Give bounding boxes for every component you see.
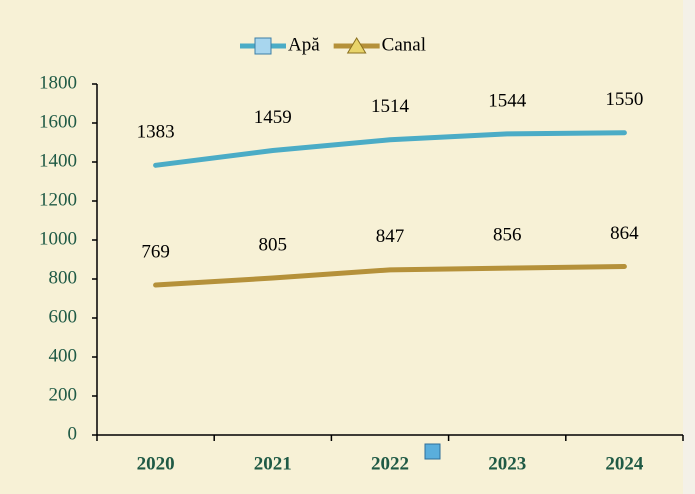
y-tick-label: 1200 (39, 189, 77, 210)
edge (683, 0, 695, 494)
x-tick-label: 2024 (605, 453, 644, 474)
data-label: 805 (259, 234, 288, 255)
data-label: 856 (493, 224, 522, 245)
y-tick-label: 0 (68, 423, 78, 444)
y-tick-label: 1400 (39, 150, 77, 171)
y-tick-label: 1000 (39, 228, 77, 249)
series-line (153, 264, 627, 288)
data-label: 1459 (254, 107, 292, 128)
x-tick-label: 2020 (137, 453, 175, 474)
data-label: 1544 (488, 90, 527, 111)
legend-label: Canal (382, 34, 426, 55)
y-tick-label: 600 (49, 306, 78, 327)
series-line (153, 130, 627, 168)
data-label: 1514 (371, 96, 410, 117)
y-tick-label: 200 (49, 384, 78, 405)
y-tick-label: 1600 (39, 111, 77, 132)
y-tick-label: 800 (49, 267, 78, 288)
x-tick-label: 2021 (254, 453, 292, 474)
x-tick-label: 2022 (371, 453, 409, 474)
data-label: 847 (376, 226, 405, 247)
icon (424, 443, 441, 460)
data-label: 864 (610, 223, 639, 244)
legend-marker (346, 37, 367, 54)
y-tick-label: 1800 (39, 72, 77, 93)
x-tick-label: 2023 (488, 453, 526, 474)
data-label: 1383 (137, 122, 175, 143)
y-tick-label: 400 (49, 345, 78, 366)
legend-marker (254, 37, 272, 55)
data-label: 769 (141, 241, 170, 262)
legend-label: Apă (288, 34, 320, 55)
data-label: 1550 (605, 89, 643, 110)
